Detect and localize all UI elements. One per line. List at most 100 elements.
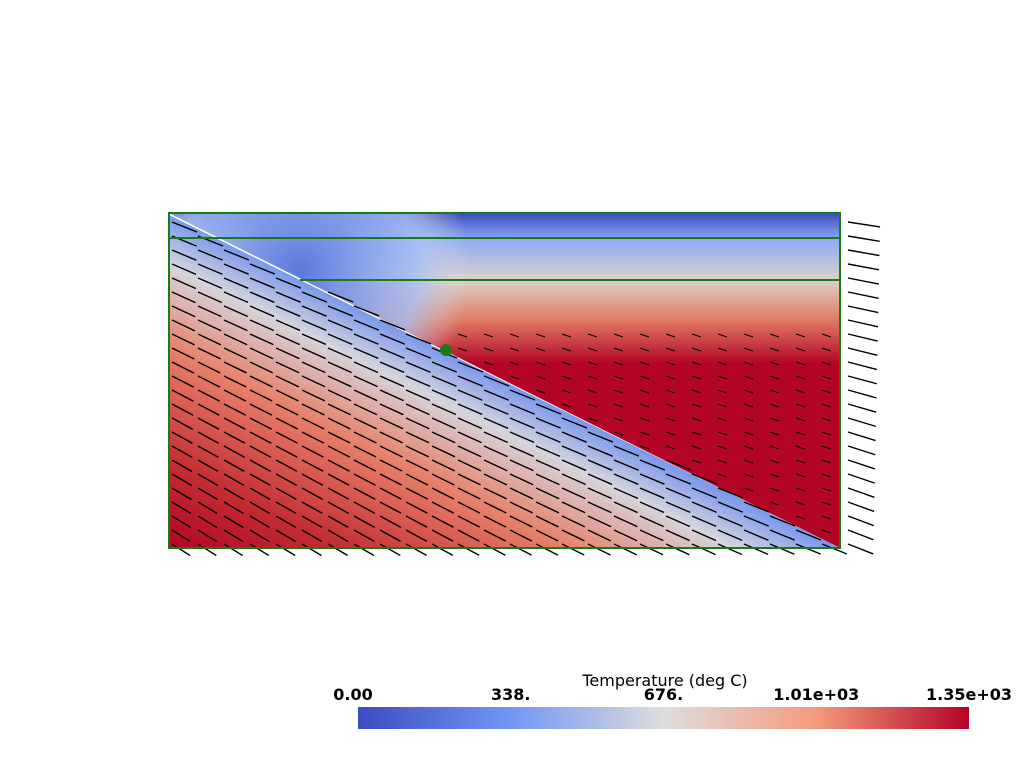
velocity-arrow [353,473,376,486]
velocity-arrow [509,431,535,444]
velocity-arrow [223,249,250,261]
velocity-arrow [665,431,676,436]
velocity-arrow [821,417,832,422]
velocity-arrow [405,417,430,430]
velocity-arrow [353,333,379,345]
velocity-arrow [483,515,507,528]
velocity-arrow [535,375,546,380]
velocity-arrow [197,417,220,430]
domain-border [168,212,841,549]
velocity-arrow [483,361,494,366]
velocity-arrow [587,501,612,514]
velocity-arrow [405,459,429,472]
velocity-arrow [327,515,349,529]
velocity-arrow [561,361,572,366]
velocity-arrow [613,375,624,380]
velocity-arrow [275,529,296,543]
velocity-arrow [379,417,404,430]
velocity-arrow [795,389,806,394]
velocity-arrow [847,389,877,399]
velocity-arrow [249,319,274,332]
velocity-arrow [821,333,832,338]
velocity-arrow [795,501,806,506]
velocity-arrow [171,277,197,290]
velocity-arrow [665,473,692,485]
velocity-arrow [509,543,532,556]
velocity-arrow [431,431,456,444]
velocity-arrow [327,487,350,500]
velocity-arrow [457,361,484,373]
velocity-arrow [457,347,468,352]
velocity-arrow [535,417,561,429]
velocity-arrow [197,333,222,346]
velocity-arrow [379,431,403,444]
velocity-arrow [249,333,274,346]
velocity-arrow [587,543,611,556]
velocity-arrow [821,375,832,380]
velocity-arrow [275,277,302,289]
velocity-arrow [847,515,875,527]
velocity-arrow [249,263,276,275]
velocity-arrow [717,403,728,408]
velocity-arrow [405,375,431,388]
velocity-arrow [353,501,376,514]
velocity-arrow [717,529,743,542]
velocity-arrow [275,389,299,402]
velocity-arrow [769,515,796,527]
velocity-arrow [769,445,780,450]
velocity-arrow [431,445,456,458]
velocity-arrow [431,501,455,514]
velocity-arrow [431,515,454,528]
velocity-arrow [847,291,879,300]
velocity-arrow [561,417,588,429]
velocity-arrow [379,487,402,500]
velocity-arrow [197,459,219,473]
velocity-arrow [431,473,455,486]
velocity-arrow [197,473,219,487]
velocity-arrow [327,445,351,458]
velocity-arrow [613,417,624,422]
velocity-arrow [379,515,402,528]
velocity-arrow [223,319,248,332]
velocity-arrow [431,361,457,373]
velocity-arrow [743,389,754,394]
colorbar-tick-label: 1.01e+03 [773,685,859,704]
velocity-arrow [561,501,586,514]
velocity-arrow [379,459,403,472]
velocity-arrow [587,389,598,394]
velocity-arrow [457,389,483,401]
velocity-arrow [249,347,274,360]
velocity-arrow [717,473,728,478]
velocity-arrow [665,403,676,408]
velocity-arrow [405,529,428,542]
velocity-arrow [275,515,297,529]
velocity-arrow [587,529,612,542]
velocity-arrow [847,221,881,228]
velocity-arrow [665,543,690,556]
velocity-arrow [795,515,806,520]
velocity-arrow [353,529,375,543]
velocity-arrow [587,473,613,486]
velocity-arrow [613,473,639,485]
velocity-arrow [249,543,270,557]
velocity-arrow [821,529,832,534]
velocity-arrow [743,487,754,492]
velocity-arrow [197,389,220,402]
velocity-arrow [691,375,702,380]
velocity-arrow [301,333,327,346]
velocity-arrow [717,543,743,556]
velocity-arrow [509,445,535,458]
velocity-arrow [457,487,481,500]
cold-corner [169,213,840,548]
velocity-arrow [561,487,586,500]
velocity-arrow [301,473,324,486]
velocity-arrow [249,291,275,303]
velocity-arrow [379,501,402,514]
velocity-arrow [821,431,832,436]
velocity-arrow [353,375,378,388]
velocity-arrow [691,501,717,513]
velocity-arrow [327,529,349,543]
velocity-arrow [535,445,561,458]
velocity-arrow [743,515,770,527]
velocity-arrow [795,333,806,338]
